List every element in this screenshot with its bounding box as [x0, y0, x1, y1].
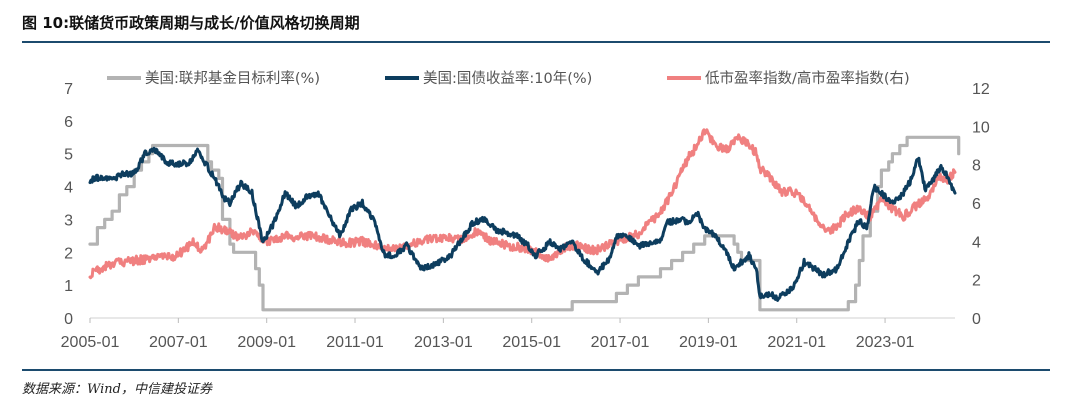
- x-tick-label: 2005-01: [61, 334, 120, 351]
- y-left-tick-label: 1: [64, 278, 73, 295]
- y-right-tick-label: 0: [972, 311, 981, 328]
- low-pe-high-pe-ratio-line: [88, 128, 957, 280]
- y-left-tick-label: 5: [64, 147, 73, 164]
- y-right-tick-label: 12: [972, 81, 990, 98]
- title-divider: [22, 41, 1050, 43]
- x-tick-label: 2013-01: [414, 334, 473, 351]
- y-left-tick-label: 3: [64, 212, 73, 229]
- y-left-tick-label: 4: [64, 180, 73, 197]
- x-tick-label: 2017-01: [591, 334, 650, 351]
- y-right-tick-label: 4: [972, 234, 981, 251]
- series-layer: [88, 128, 961, 312]
- y-right-tick-label: 8: [972, 158, 981, 175]
- x-tick-label: 2015-01: [502, 334, 561, 351]
- x-tick-label: 2019-01: [679, 334, 738, 351]
- y-right-tick-label: 6: [972, 196, 981, 213]
- legend-treasury-10y-label: 美国:国债收益率:10年(%): [423, 70, 592, 87]
- legend-pe-ratio-label: 低市盈率指数/高市盈率指数(右): [705, 70, 910, 87]
- legend: 美国:联邦基金目标利率(%) 美国:国债收益率:10年(%) 低市盈率指数/高市盈率…: [107, 70, 910, 87]
- y-left-tick-label: 7: [64, 81, 73, 98]
- x-tick-label: 2007-01: [149, 334, 208, 351]
- x-tick-label: 2009-01: [237, 334, 296, 351]
- source-note: 数据来源：Wind，中信建投证券: [22, 382, 212, 397]
- treasury-10y-yield-line: [88, 146, 957, 302]
- y-left-tick-label: 2: [64, 245, 73, 262]
- y-left-tick-label: 0: [64, 311, 73, 328]
- y-left-tick-label: 6: [64, 114, 73, 131]
- line-chart: 2005-01 2007-01 2009-01 2011-01 2013-01 2015-…: [61, 70, 990, 351]
- chart-title: 图 10:联储货币政策周期与成长/价值风格切换周期: [22, 14, 360, 32]
- legend-fed-funds-rate-label: 美国:联邦基金目标利率(%): [145, 70, 320, 87]
- x-tick-label: 2023-01: [856, 334, 915, 351]
- y-right-tick-label: 10: [972, 119, 990, 136]
- fed-funds-rate-line: [88, 135, 961, 312]
- x-tick-label: 2011-01: [326, 334, 384, 351]
- source-divider: [22, 369, 1050, 371]
- y-right-tick-label: 2: [972, 273, 981, 290]
- x-tick-label: 2021-01: [767, 334, 826, 351]
- axes: 2005-01 2007-01 2009-01 2011-01 2013-01 2015-…: [61, 81, 990, 351]
